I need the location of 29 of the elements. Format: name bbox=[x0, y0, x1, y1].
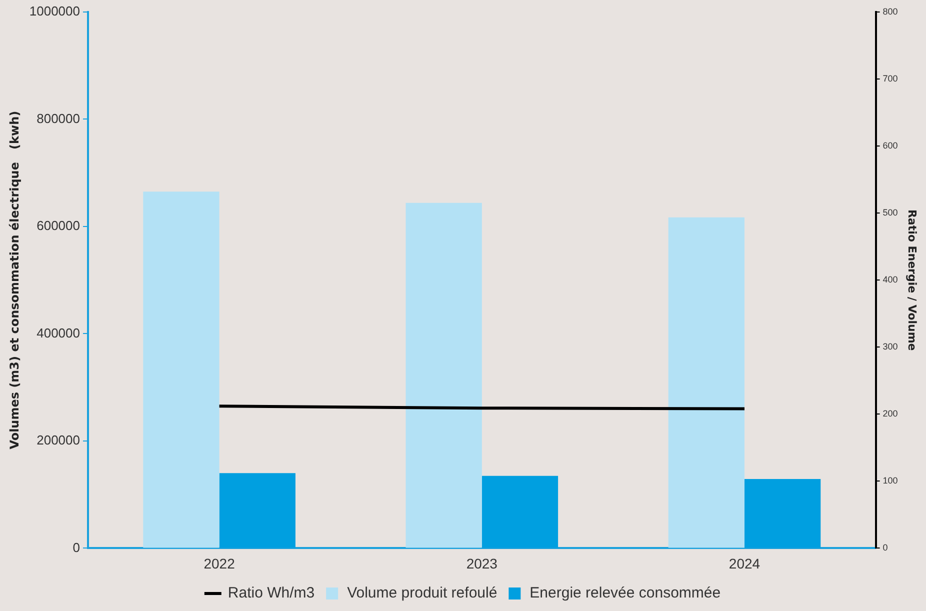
bar bbox=[143, 192, 220, 548]
bar bbox=[219, 473, 296, 548]
bar bbox=[668, 217, 744, 548]
y-axis-title: Volumes (m3) et consommation électrique (kwh) bbox=[7, 110, 22, 450]
y2-tick-label: 400 bbox=[882, 274, 898, 285]
y-tick-label: 1000000 bbox=[29, 4, 80, 19]
bar bbox=[482, 476, 558, 548]
y2-tick-label: 100 bbox=[882, 476, 898, 486]
y-tick-label: 200000 bbox=[36, 432, 80, 448]
y-tick-label: 0 bbox=[72, 540, 80, 555]
legend-label: Volume produit refoulé bbox=[347, 584, 498, 602]
y2-tick-label: 600 bbox=[882, 140, 898, 151]
y2-tick-label: 800 bbox=[882, 6, 898, 16]
y2-axis-title: Ratio Energie / Volume bbox=[906, 209, 919, 351]
y-tick-label: 600000 bbox=[36, 218, 80, 234]
x-tick-label: 2024 bbox=[728, 555, 760, 572]
y2-tick-label: 500 bbox=[882, 208, 898, 218]
y2-tick-label: 200 bbox=[882, 408, 898, 419]
y2-tick-label: 0 bbox=[882, 542, 888, 553]
x-tick-label: 2022 bbox=[204, 555, 236, 572]
y-tick-label: 800000 bbox=[36, 110, 80, 126]
y2-tick-label: 300 bbox=[882, 342, 898, 352]
legend-label: Energie relevée consommée bbox=[530, 584, 721, 602]
y-tick-label: 400000 bbox=[36, 325, 80, 340]
bar bbox=[744, 479, 821, 548]
x-tick-label: 2023 bbox=[466, 555, 498, 572]
legend-label: Ratio Wh/m3 bbox=[228, 584, 315, 602]
y2-tick-label: 700 bbox=[882, 74, 898, 84]
bar bbox=[406, 202, 482, 548]
